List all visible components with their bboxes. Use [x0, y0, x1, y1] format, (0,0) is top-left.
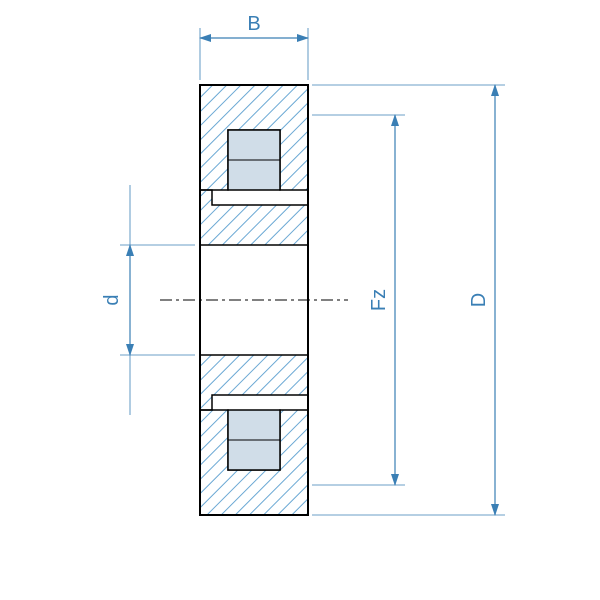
inner-ring-top-section: [200, 190, 308, 245]
dimension-label: B: [247, 13, 260, 35]
dimension-label: d: [101, 294, 123, 305]
inner-ring-bottom-section: [200, 355, 308, 410]
dimension-label: D: [468, 293, 490, 307]
bearing-section-drawing: Bd Fz D: [0, 0, 600, 600]
dimension-label: Fz: [368, 289, 390, 311]
